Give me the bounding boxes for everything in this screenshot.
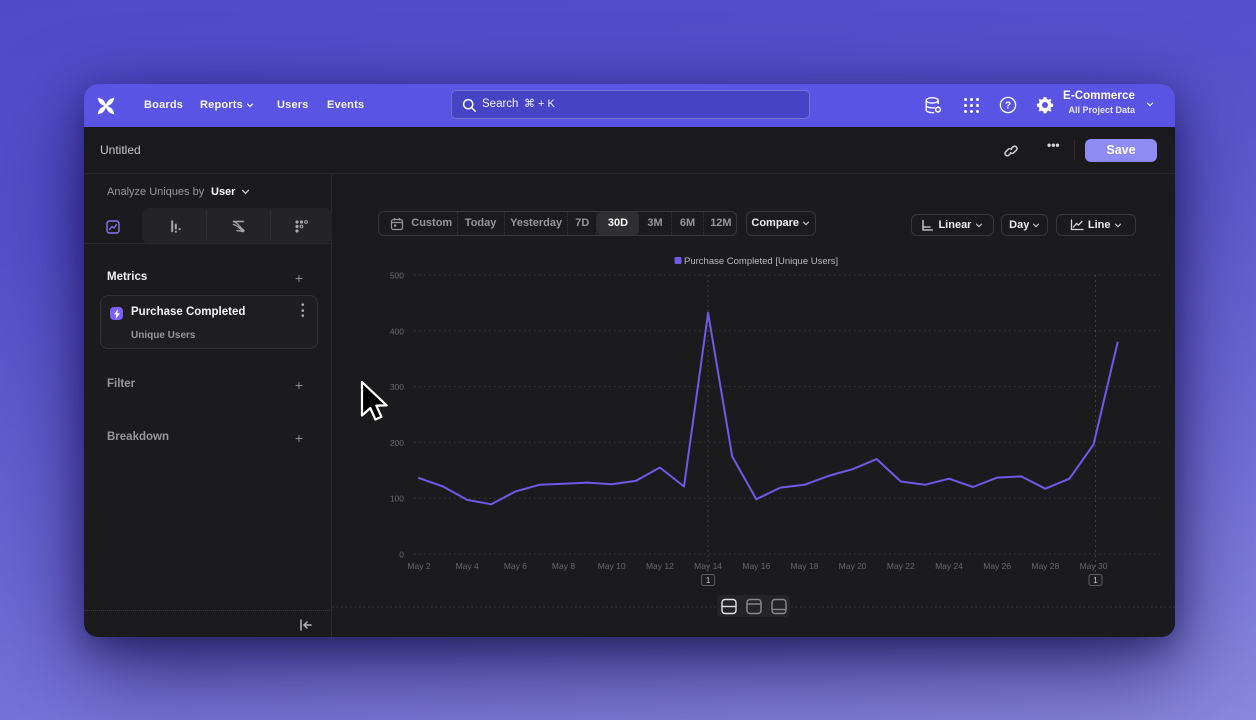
svg-text:May 24: May 24: [935, 561, 963, 571]
svg-text:1: 1: [706, 576, 711, 585]
svg-text:May 12: May 12: [646, 561, 674, 571]
svg-text:100: 100: [390, 494, 404, 504]
svg-text:May 4: May 4: [456, 561, 479, 571]
svg-text:May 22: May 22: [887, 561, 915, 571]
svg-text:May 26: May 26: [983, 561, 1011, 571]
svg-text:May 16: May 16: [742, 561, 770, 571]
svg-text:May 18: May 18: [790, 561, 818, 571]
svg-text:400: 400: [390, 326, 404, 336]
svg-text:May 30: May 30: [1080, 561, 1108, 571]
svg-text:May 10: May 10: [598, 561, 626, 571]
svg-text:Purchase Completed [Unique Use: Purchase Completed [Unique Users]: [684, 256, 838, 267]
svg-text:May 14: May 14: [694, 561, 722, 571]
svg-text:300: 300: [390, 382, 404, 392]
svg-text:May 2: May 2: [407, 561, 430, 571]
svg-text:?: ?: [1005, 101, 1011, 112]
svg-text:200: 200: [390, 438, 404, 448]
svg-text:May 6: May 6: [504, 561, 527, 571]
svg-text:1: 1: [1093, 576, 1098, 585]
svg-text:May 20: May 20: [839, 561, 867, 571]
svg-text:May 8: May 8: [552, 561, 575, 571]
svg-text:0: 0: [399, 550, 404, 560]
svg-text:May 28: May 28: [1031, 561, 1059, 571]
svg-text:500: 500: [390, 271, 404, 281]
